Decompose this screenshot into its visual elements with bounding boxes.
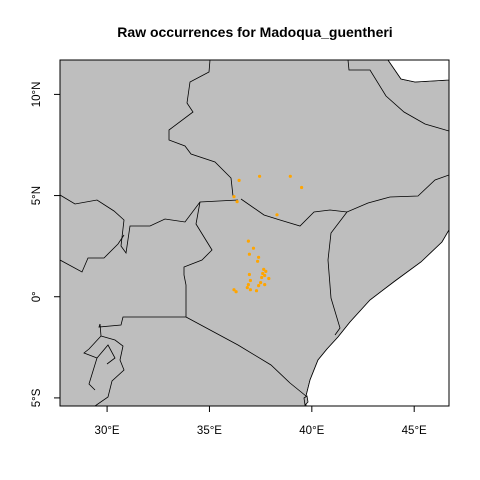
map-title: Raw occurrences for Madoqua_guentheri xyxy=(117,24,392,40)
occurrence-point xyxy=(237,178,241,182)
y-tick-label: 5°N xyxy=(31,186,43,205)
occurrence-point xyxy=(267,276,271,281)
island xyxy=(303,395,309,406)
occurrence-point xyxy=(245,286,249,290)
occurrence-point xyxy=(256,259,260,263)
occurrence-point xyxy=(235,200,239,204)
occurrence-point xyxy=(260,275,264,280)
occurrence-point xyxy=(300,185,304,190)
occurrence-point xyxy=(263,283,267,287)
red-sea-coast xyxy=(387,60,449,83)
occurrence-point xyxy=(234,290,238,294)
x-tick-label: 40°E xyxy=(299,425,324,437)
occurrence-point xyxy=(288,174,292,178)
occurrence-points xyxy=(232,174,304,294)
occurrence-point xyxy=(247,252,251,256)
occurrence-point xyxy=(251,246,256,250)
occurrence-point xyxy=(257,284,261,288)
y-tick-label: 5°S xyxy=(31,388,43,407)
occurrence-point xyxy=(254,289,259,293)
occurrence-point xyxy=(259,281,263,285)
x-tick-label: 45°E xyxy=(402,425,427,437)
x-tick-label: 35°E xyxy=(197,425,222,437)
y-tick-label: 0° xyxy=(31,291,43,302)
occurrence-point xyxy=(247,272,251,277)
occurrence-point xyxy=(248,278,252,283)
occurrence-point xyxy=(257,255,261,259)
occurrence-point xyxy=(246,283,250,287)
occurrence-point xyxy=(264,269,268,273)
x-tick-label: 30°E xyxy=(95,425,120,437)
occurrence-point xyxy=(275,213,279,217)
x-axis: 30°E 35°E 40°E 45°E xyxy=(95,406,427,437)
occurrence-point xyxy=(246,239,250,243)
occurrence-point xyxy=(258,174,262,178)
map-frame xyxy=(59,59,450,407)
occurrence-point xyxy=(248,288,252,292)
occurrence-point xyxy=(262,267,266,271)
occurrence-point xyxy=(261,271,265,276)
occurrence-point xyxy=(232,195,236,199)
y-axis: 5°S 0° 5°N 10°N xyxy=(31,82,60,407)
map-panel xyxy=(60,60,449,406)
country-borders xyxy=(60,60,449,406)
occurrence-point xyxy=(232,288,236,292)
y-tick-label: 10°N xyxy=(31,82,43,108)
occurrence-point xyxy=(263,273,267,278)
